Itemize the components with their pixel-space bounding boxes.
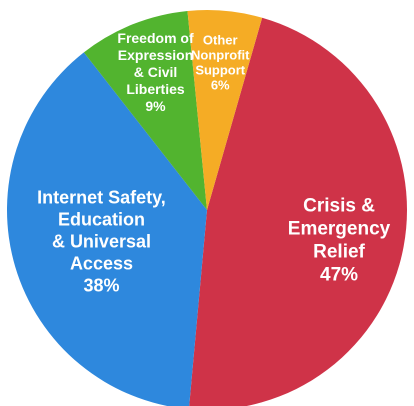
slice-value-label: 38% — [83, 275, 119, 295]
slice-category-label-line: Relief — [313, 241, 365, 262]
pie-slice-0 — [189, 17, 407, 406]
slice-category-label-line: & Civil — [134, 64, 178, 80]
pie-slice-3 — [187, 9, 263, 210]
pie-slice-2 — [83, 10, 207, 211]
pie-slice-1 — [7, 52, 207, 406]
slice-category-label-line: Crisis & — [303, 195, 375, 216]
slice-label-1: Internet Safety, Education & Universal Acce… — [37, 187, 166, 295]
slice-category-label-line: Access — [70, 253, 133, 273]
slice-category-label-line: Other — [203, 33, 238, 48]
slice-category-label-line: Support — [195, 63, 245, 78]
slice-category-label-line: Nonprofit — [191, 48, 250, 63]
pie-slices — [7, 9, 407, 406]
slice-label-2: Freedom of Expression & Civil Liberties 9% — [117, 30, 194, 114]
slice-category-label-line: Liberties — [126, 81, 185, 97]
slice-label-3: Other Nonprofit Support 6% — [191, 33, 250, 93]
slice-category-label-line: & Universal — [52, 231, 151, 251]
slice-category-label-line: Internet Safety, — [37, 187, 166, 207]
slice-value-label: 47% — [320, 264, 358, 285]
slice-value-label: 6% — [211, 78, 230, 93]
slice-category-label-line: Education — [58, 209, 145, 229]
slice-label-0: Crisis & Emergency Relief 47% — [288, 195, 391, 285]
slice-category-label-line: Expression — [118, 47, 193, 63]
slice-category-label-line: Emergency — [288, 218, 391, 239]
slice-category-label-line: Freedom of — [117, 30, 194, 46]
slice-value-label: 9% — [145, 98, 166, 114]
pie-labels: Crisis & Emergency Relief 47% Internet Safet… — [37, 30, 391, 295]
